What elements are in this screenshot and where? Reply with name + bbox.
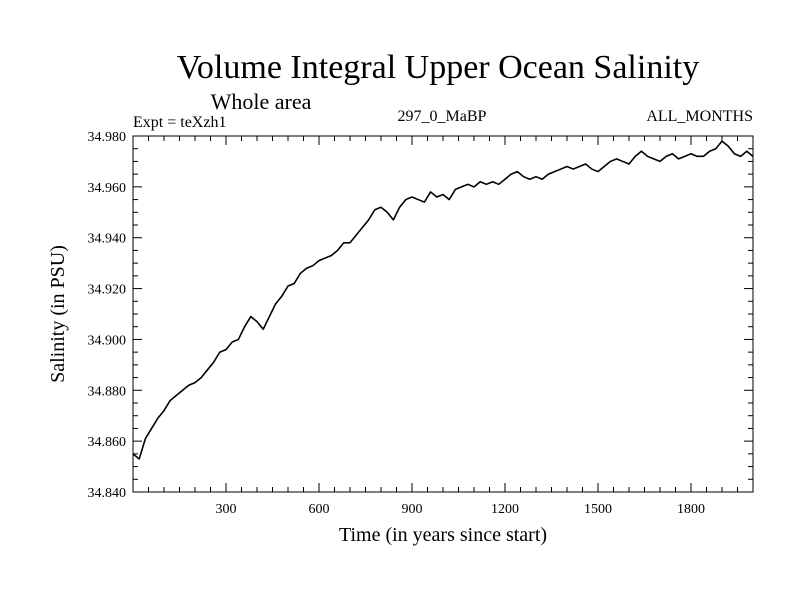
- y-tick-label: 34.880: [88, 384, 127, 399]
- run-id-label: 297_0_MaBP: [398, 108, 487, 125]
- chart-title: Volume Integral Upper Ocean Salinity: [177, 49, 699, 86]
- x-axis-label: Time (in years since start): [339, 524, 547, 546]
- x-tick-label: 300: [216, 502, 237, 517]
- y-tick-label: 34.900: [88, 333, 127, 348]
- x-tick-label: 1800: [677, 502, 705, 517]
- y-tick-label: 34.860: [88, 435, 127, 450]
- experiment-label: Expt = teXzh1: [133, 114, 226, 131]
- y-tick-label: 34.940: [88, 232, 127, 247]
- chart-subtitle: Whole area: [211, 89, 312, 114]
- y-axis-label: Salinity (in PSU): [47, 245, 69, 383]
- x-tick-label: 1500: [584, 502, 612, 517]
- y-tick-label: 34.980: [88, 130, 127, 145]
- x-tick-label: 900: [402, 502, 423, 517]
- x-tick-labels: 300 600 900 1200 1500 1800: [216, 502, 706, 517]
- axis-ticks: [133, 136, 753, 492]
- plot-frame: [132, 135, 754, 493]
- y-tick-labels: 34.840 34.860 34.880 34.900 34.920 34.940 34.9…: [88, 130, 127, 501]
- y-tick-label: 34.960: [88, 181, 127, 196]
- y-tick-label: 34.920: [88, 283, 127, 298]
- x-tick-label: 1200: [491, 502, 519, 517]
- months-label: ALL_MONTHS: [646, 108, 753, 125]
- salinity-series-line: [132, 140, 754, 460]
- x-tick-label: 600: [309, 502, 330, 517]
- y-tick-label: 34.840: [88, 486, 127, 501]
